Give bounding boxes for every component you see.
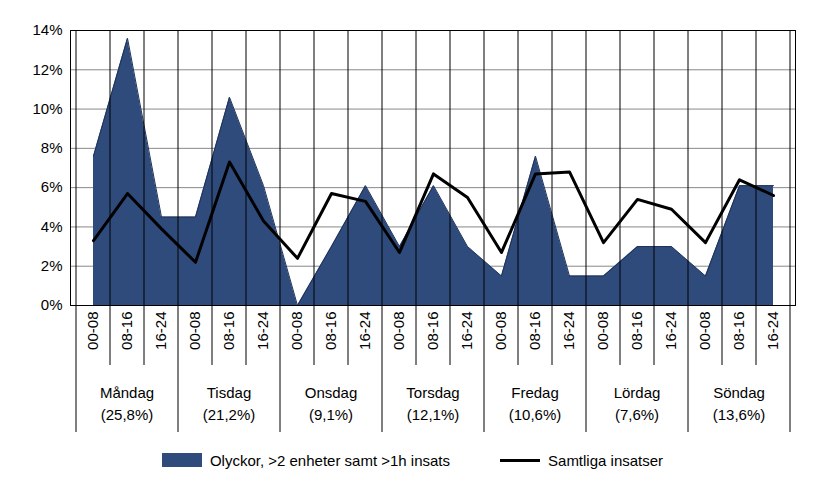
svg-text:12%: 12% [32,61,62,78]
svg-text:16-24: 16-24 [356,312,373,350]
html-text:Olyckor, >2 enheter samt >1h i: Olyckor, >2 enheter samt >1h insats [209,451,450,469]
svg-text:Söndag(13,6%): Söndag(13,6%) [713,384,766,423]
svg-text:Onsdag(9,1%): Onsdag(9,1%) [305,384,358,423]
svg-text:08-16: 08-16 [730,312,747,350]
svg-text:00-08: 00-08 [492,312,509,350]
svg-text:16-24: 16-24 [560,312,577,350]
svg-text:00-08: 00-08 [288,312,305,350]
svg-text:Torsdag(12,1%): Torsdag(12,1%) [406,384,459,423]
svg-text:16-24: 16-24 [458,312,475,350]
svg-text:Lördag(7,6%): Lördag(7,6%) [614,384,661,423]
svg-text:00-08: 00-08 [84,312,101,350]
svg-text:08-16: 08-16 [220,312,237,350]
svg-text:16-24: 16-24 [152,312,169,350]
svg-text:6%: 6% [41,178,63,195]
svg-text:4%: 4% [41,218,63,235]
svg-text:16-24: 16-24 [662,312,679,350]
svg-text:Fredag(10,6%): Fredag(10,6%) [509,384,562,423]
svg-text:2%: 2% [41,257,63,274]
svg-text:08-16: 08-16 [118,312,135,350]
svg-text:00-08: 00-08 [186,312,203,350]
svg-text:00-08: 00-08 [594,312,611,350]
svg-text:08-16: 08-16 [628,312,645,350]
svg-text:Måndag(25,8%): Måndag(25,8%) [100,384,154,423]
html-text:Samtliga insatser: Samtliga insatser [548,451,664,469]
svg-text:08-16: 08-16 [526,312,543,350]
svg-text:Tisdag(21,2%): Tisdag(21,2%) [203,384,256,423]
svg-text:16-24: 16-24 [254,312,271,350]
svg-text:10%: 10% [32,100,62,117]
svg-text:0%: 0% [41,296,63,313]
svg-text:08-16: 08-16 [424,312,441,350]
svg-text:16-24: 16-24 [764,312,781,350]
svg-text:00-08: 00-08 [696,312,713,350]
svg-text:8%: 8% [41,139,63,156]
svg-text:08-16: 08-16 [322,312,339,350]
svg-text:14%: 14% [32,21,62,38]
svg-text:00-08: 00-08 [390,312,407,350]
